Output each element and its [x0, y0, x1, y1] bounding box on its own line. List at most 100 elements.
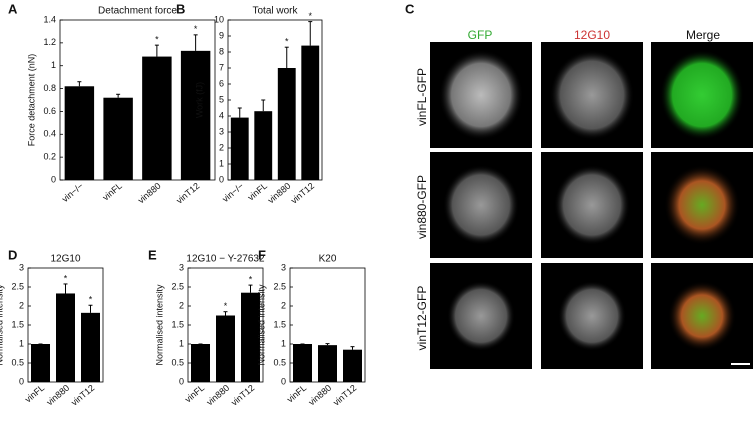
y-tick-label: 1: [219, 158, 224, 168]
x-tick-label: vinT12: [174, 181, 201, 206]
cell: [439, 50, 523, 140]
y-tick-label: 3: [179, 262, 184, 272]
x-tick-label: vin880: [307, 383, 334, 408]
y-tick-label: 1: [179, 338, 184, 348]
x-tick-label: vinFL: [183, 383, 206, 405]
cell: [668, 281, 736, 351]
x-tick-label: vinT12: [289, 181, 316, 206]
bar: [293, 344, 312, 382]
axes-frame: [187, 267, 264, 383]
y-tick-label: 0.2: [43, 152, 56, 162]
bar: [277, 68, 296, 180]
y-tick-label: 10: [214, 14, 224, 24]
y-tick-label: 9: [219, 30, 224, 40]
y-tick-label: 0.4: [43, 129, 56, 139]
x-tick-label: vin880: [136, 181, 163, 206]
y-tick-label: 2: [19, 300, 24, 310]
x-tick-label: vin−/−: [220, 181, 245, 204]
chart-title: 12G10: [50, 254, 80, 265]
significance: *: [224, 301, 228, 311]
x-tick-label: vinT12: [229, 383, 256, 408]
cell: [558, 281, 626, 351]
x-tick-label: vin880: [45, 383, 72, 408]
panel-letter: D: [8, 247, 17, 262]
bar: [180, 50, 211, 180]
y-tick-label: 1.5: [11, 319, 24, 329]
x-tick-label: vinFL: [246, 181, 269, 203]
bar: [56, 293, 75, 382]
bar: [318, 345, 337, 382]
axes-frame: [59, 19, 216, 181]
y-axis-label: Normalised intensity: [154, 284, 164, 366]
y-tick-label: 1.5: [273, 319, 286, 329]
x-tick-label: vin−/−: [60, 181, 85, 204]
column-header: Merge: [686, 28, 720, 42]
y-tick-label: 0: [219, 174, 224, 184]
bar: [216, 315, 235, 382]
bar: [301, 45, 320, 180]
y-tick-label: 1.2: [43, 37, 56, 47]
cell: [554, 165, 630, 245]
y-tick-label: 1.5: [171, 319, 184, 329]
significance: *: [64, 273, 68, 283]
y-tick-label: 2: [219, 142, 224, 152]
axes-frame: [289, 267, 366, 383]
y-tick-label: 0: [19, 376, 24, 386]
column-header: 12G10: [574, 28, 610, 42]
bar: [230, 117, 249, 180]
y-tick-label: 2.5: [11, 281, 24, 291]
y-tick-label: 2.5: [273, 281, 286, 291]
row-label: vinFL-GFP: [415, 68, 429, 126]
y-tick-label: 1: [281, 338, 286, 348]
y-tick-label: 4: [219, 110, 224, 120]
y-axis-label: Force detachment (nN): [26, 54, 36, 147]
bar: [103, 97, 133, 180]
cell: [664, 165, 740, 245]
x-tick-label: vin880: [266, 181, 293, 206]
panel-letter: C: [405, 1, 415, 16]
y-tick-label: 6: [219, 78, 224, 88]
chart-title: Detachment force: [98, 6, 177, 17]
y-tick-label: 0.5: [273, 357, 286, 367]
panel-letter: B: [176, 1, 185, 16]
y-axis-label: Normalised intensity: [0, 284, 4, 366]
y-tick-label: 0.6: [43, 106, 56, 116]
y-tick-label: 3: [219, 126, 224, 136]
x-tick-label: vin880: [205, 383, 232, 408]
y-axis-label: Normalised intensity: [256, 284, 266, 366]
column-header: GFP: [468, 28, 493, 42]
bar: [64, 86, 95, 180]
bar: [343, 349, 362, 382]
x-tick-label: vinT12: [331, 383, 358, 408]
bar: [31, 344, 50, 382]
y-axis-label: Work (fJ): [194, 82, 204, 118]
micrographs: GFP 12G10 Merge vinFL-GFP vin880-GFP vin…: [415, 28, 753, 369]
y-tick-label: 3: [19, 262, 24, 272]
y-tick-label: 0.8: [43, 83, 56, 93]
y-tick-label: 0.5: [11, 357, 24, 367]
bar: [191, 344, 210, 382]
significance: *: [285, 37, 289, 47]
significance: *: [194, 24, 198, 34]
x-tick-label: vinFL: [23, 383, 46, 405]
bar: [142, 56, 172, 181]
y-tick-label: 2.5: [171, 281, 184, 291]
y-tick-label: 1.4: [43, 14, 56, 24]
significance: *: [308, 11, 312, 21]
panel-letter: F: [258, 247, 266, 262]
chart-title: 12G10 − Y-27632: [186, 254, 265, 265]
significance: *: [89, 295, 93, 305]
bar: [241, 292, 260, 382]
row-label: vin880-GFP: [415, 175, 429, 239]
significance: *: [155, 35, 159, 45]
y-tick-label: 3: [281, 262, 286, 272]
cell: [660, 50, 744, 140]
axes-frame: [27, 267, 104, 383]
bar: [254, 111, 273, 180]
y-tick-label: 1: [19, 338, 24, 348]
y-tick-label: 2: [281, 300, 286, 310]
y-tick-label: 0: [179, 376, 184, 386]
y-tick-label: 7: [219, 62, 224, 72]
y-tick-label: 0: [281, 376, 286, 386]
